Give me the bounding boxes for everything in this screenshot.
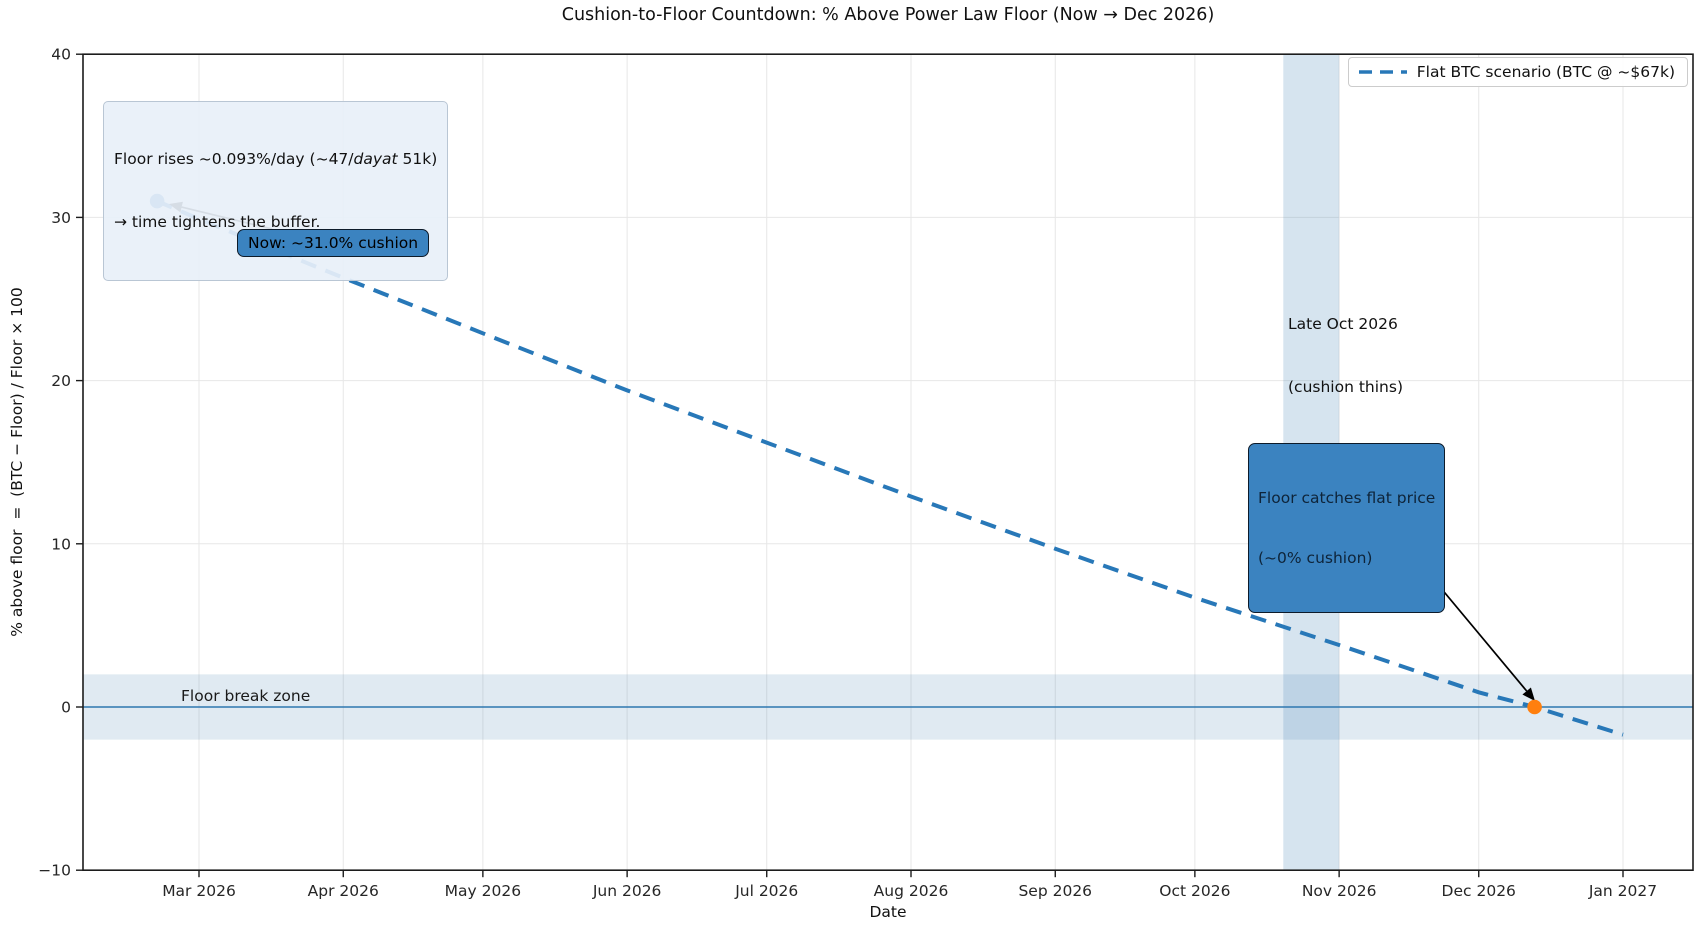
x-tick-label: Nov 2026 [1302,882,1377,900]
floor-break-zone-label: Floor break zone [181,687,311,705]
y-tick-label: 30 [51,209,71,227]
late-oct-line1: Late Oct 2026 [1288,315,1398,333]
floor-catches-arrow-head [1522,687,1535,701]
axes-spines [82,53,1694,872]
y-tick-label: 0 [61,699,71,717]
late-oct-annotation: Late Oct 2026 (cushion thins) [1288,272,1403,440]
zero-cross-point [1527,699,1542,715]
now-cushion-callout: Now: ~31.0% cushion [237,229,430,257]
x-tick-label: Jun 2026 [592,882,662,900]
floor-rises-line2: → time tightens the buffer. [114,213,321,231]
y-tick-label: 10 [51,535,71,553]
legend-entry-label: Flat BTC scenario (BTC @ ~$67k) [1416,63,1675,81]
floor-rises-line1: Floor rises ~0.093%/day (~47/dayat 51k) [114,150,438,168]
x-tick-label: Aug 2026 [874,882,949,900]
y-tick-label: 20 [51,372,71,390]
floor-catches-line2: (~0% cushion) [1258,549,1373,567]
x-tick-label: Jul 2026 [734,882,798,900]
x-tick-label: Jan 2027 [1588,882,1657,900]
x-tick-label: Dec 2026 [1442,882,1516,900]
legend-dashed-line-icon [1358,70,1407,74]
x-tick-label: May 2026 [445,882,521,900]
chart-title: Cushion-to-Floor Countdown: % Above Powe… [561,5,1215,25]
y-axis-label: % above floor = (BTC − Floor) / Floor × … [8,287,26,637]
y-tick-label: −10 [38,862,71,880]
x-axis-label: Date [869,903,907,921]
legend: Flat BTC scenario (BTC @ ~$67k) [1347,57,1688,87]
x-tick-label: Mar 2026 [162,882,236,900]
late-oct-line2: (cushion thins) [1288,378,1403,396]
flat-btc-scenario-line [156,199,1624,737]
x-tick-label: Oct 2026 [1159,882,1230,900]
x-tick-label: Sep 2026 [1018,882,1092,900]
floor-catches-line1: Floor catches flat price [1258,489,1436,507]
y-tick-label: 40 [51,46,71,64]
floor-catches-callout: Floor catches flat price (~0% cushion) [1248,443,1446,613]
x-tick-label: Apr 2026 [308,882,379,900]
